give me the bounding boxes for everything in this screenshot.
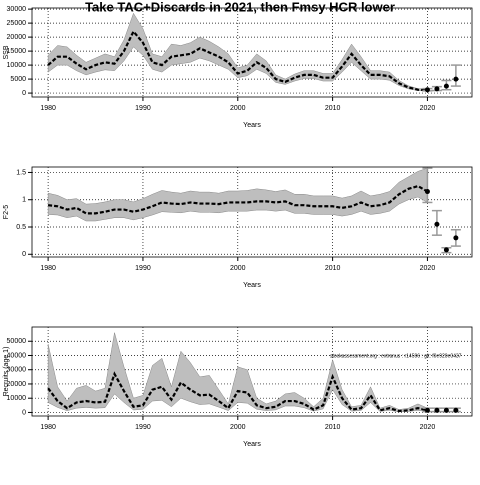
estimate-line (47, 184, 428, 215)
forecast-point (434, 407, 440, 413)
x-tick-label: 2020 (420, 105, 436, 112)
plot-frame (31, 326, 473, 417)
estimate-line (47, 371, 428, 413)
x-tick-label: 2000 (230, 265, 246, 272)
y-tick-label: 20000 (7, 381, 27, 388)
plot-frame (31, 7, 473, 98)
x-axis-label: Years (243, 441, 261, 448)
y-tick-label: 40000 (7, 352, 27, 359)
x-axis-label: Years (243, 282, 261, 289)
forecast-point (443, 83, 449, 89)
y-tick-label: 30000 (7, 6, 27, 13)
x-tick-label: 1980 (40, 105, 56, 112)
x-tick-label: 1980 (40, 424, 56, 431)
x-tick-label: 2010 (325, 105, 341, 112)
forecast-point (424, 189, 430, 195)
x-axis-label: Years (243, 122, 261, 129)
y-axis-label: F2-5 (3, 205, 10, 220)
confidence-band (47, 12, 428, 92)
x-tick-label: 2020 (420, 265, 436, 272)
y-tick-label: 20000 (7, 34, 27, 41)
estimate-line (47, 29, 428, 92)
x-tick-label: 2020 (420, 424, 436, 431)
y-tick-label: 25000 (7, 20, 27, 27)
y-axis-label: SSB (3, 45, 10, 59)
forecast-point (443, 247, 449, 253)
y-tick-label: 10000 (7, 62, 27, 69)
x-tick-label: 2010 (325, 424, 341, 431)
x-tick-label: 2000 (230, 105, 246, 112)
x-tick-label: 1990 (135, 424, 151, 431)
x-tick-label: 2010 (325, 265, 341, 272)
y-tick-label: 15000 (7, 48, 27, 55)
y-tick-label: 10000 (7, 395, 27, 402)
y-tick-label: 1 (22, 197, 26, 204)
y-tick-label: 0 (22, 90, 26, 97)
chart-title: Take TAC+Discards in 2021, then Fmsy HCR… (85, 0, 395, 14)
forecast-point (453, 235, 459, 241)
forecast-point (453, 407, 459, 413)
annotation: stockassessment.org : extranus : r14596 … (330, 353, 462, 359)
forecast-point (453, 76, 459, 82)
y-tick-label: 1.5 (16, 169, 26, 176)
plot-frame (31, 166, 473, 258)
forecast-point (443, 407, 449, 413)
y-axis-label: Recruits (age 1) (3, 347, 10, 397)
x-tick-label: 1990 (135, 105, 151, 112)
forecast-point (434, 221, 440, 227)
x-tick-label: 1990 (135, 265, 151, 272)
x-tick-label: 1980 (40, 265, 56, 272)
y-tick-label: 5000 (10, 76, 26, 83)
forecast-point (434, 86, 440, 92)
x-tick-label: 2000 (230, 424, 246, 431)
y-tick-label: 0.5 (16, 224, 26, 231)
forecast-point (424, 407, 430, 413)
y-tick-label: 0 (22, 251, 26, 258)
y-tick-label: 50000 (7, 338, 27, 345)
forecast-point (424, 87, 430, 93)
y-tick-label: 30000 (7, 367, 27, 374)
y-tick-label: 0 (22, 409, 26, 416)
